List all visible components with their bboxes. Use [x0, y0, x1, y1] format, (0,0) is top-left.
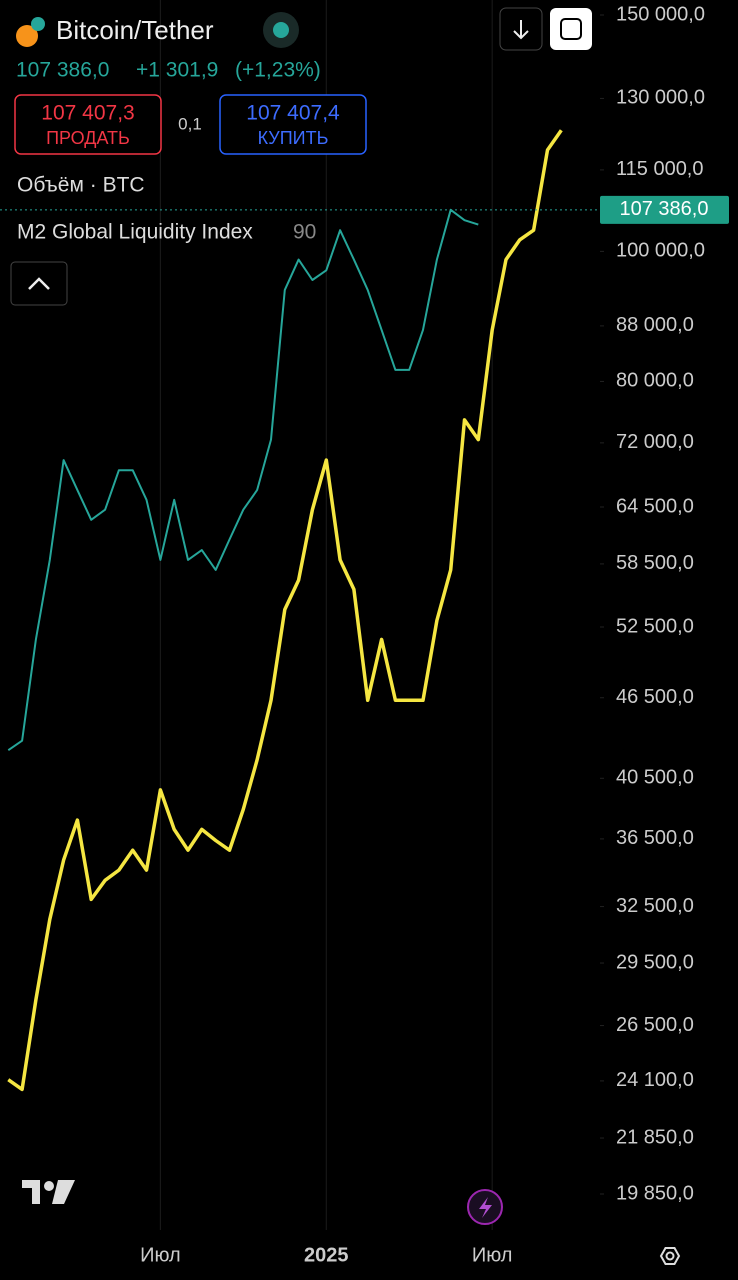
- last-price-tag-label: 107 386,0: [620, 198, 709, 220]
- y-tick-label: 21 850,0: [616, 1126, 694, 1148]
- price-change: +1 301,9: [136, 59, 218, 82]
- coin-badge: [31, 17, 45, 31]
- frame-icon: [560, 18, 582, 40]
- arrow-icon: [513, 20, 529, 40]
- buy-label: КУПИТЬ: [258, 128, 329, 148]
- x-tick-label: 2025: [304, 1244, 349, 1266]
- logo-part: [32, 1180, 40, 1204]
- button-frame: [14, 94, 162, 155]
- lightning-icon: [479, 1197, 492, 1218]
- y-tick-label: 24 100,0: [616, 1069, 694, 1091]
- x-tick-label: Июл: [140, 1244, 181, 1266]
- gear-icon: [659, 1247, 681, 1265]
- volume-label: Объём · BTC: [17, 174, 145, 197]
- y-tick-label: 29 500,0: [616, 951, 694, 973]
- y-tick-label: 46 500,0: [616, 686, 694, 708]
- price-line: [7, 208, 479, 752]
- price-change-pct: (+1,23%): [235, 59, 321, 82]
- y-tick-label: 72 000,0: [616, 431, 694, 453]
- spread: 0,1: [178, 114, 202, 133]
- y-tick-label: 100 000,0: [616, 240, 705, 262]
- y-tick-label: 58 500,0: [616, 552, 694, 574]
- logo-part: [22, 1180, 40, 1188]
- button-frame: [10, 261, 68, 306]
- y-tick-label: 115 000,0: [616, 158, 704, 180]
- y-tick-label: 88 000,0: [616, 314, 694, 336]
- y-tick-label: 36 500,0: [616, 827, 694, 849]
- settings-button[interactable]: [659, 1247, 681, 1265]
- logo-part: [44, 1181, 54, 1191]
- y-tick-label: 150 000,0: [616, 3, 705, 25]
- y-tick-label: 80 000,0: [616, 370, 694, 392]
- y-tick-label: 64 500,0: [616, 495, 694, 517]
- plot: [0, 0, 604, 1230]
- logo-part: [52, 1180, 75, 1204]
- lightning-button[interactable]: [467, 1189, 503, 1225]
- chevron-icon: [28, 277, 50, 290]
- y-tick-label: 40 500,0: [616, 767, 694, 789]
- download-button[interactable]: [499, 7, 543, 51]
- y-tick-label: 26 500,0: [616, 1014, 694, 1036]
- button-frame: [219, 94, 367, 155]
- logo: [22, 1180, 75, 1204]
- collapse-button[interactable]: [10, 261, 68, 306]
- y-tick-label: 52 500,0: [616, 615, 694, 637]
- sell-button[interactable]: 107 407,3 ПРОДАТЬ: [14, 94, 162, 155]
- last-price-tag: [600, 195, 729, 224]
- y-tick-label: 130 000,0: [616, 87, 705, 109]
- y-tick-label: 19 850,0: [616, 1182, 694, 1204]
- indicator-line: [7, 129, 563, 1092]
- gear-icon: [665, 1251, 675, 1261]
- indicator-param: 90: [293, 221, 316, 244]
- x-tick-label: Июл: [472, 1244, 513, 1266]
- sell-price: 107 407,3: [41, 102, 134, 125]
- buy-button[interactable]: 107 407,4 КУПИТЬ: [219, 94, 367, 155]
- sell-label: ПРОДАТЬ: [46, 128, 130, 148]
- status-dot: [273, 22, 289, 38]
- button-frame: [550, 8, 592, 50]
- symbol-title: Bitcoin/Tether: [56, 15, 214, 45]
- coin-icon: [16, 25, 38, 47]
- buy-price: 107 407,4: [246, 102, 340, 125]
- fullscreen-button[interactable]: [550, 8, 592, 50]
- indicator-label: M2 Global Liquidity Index: [17, 221, 253, 244]
- last-price: 107 386,0: [16, 59, 109, 82]
- y-tick-label: 32 500,0: [616, 895, 694, 917]
